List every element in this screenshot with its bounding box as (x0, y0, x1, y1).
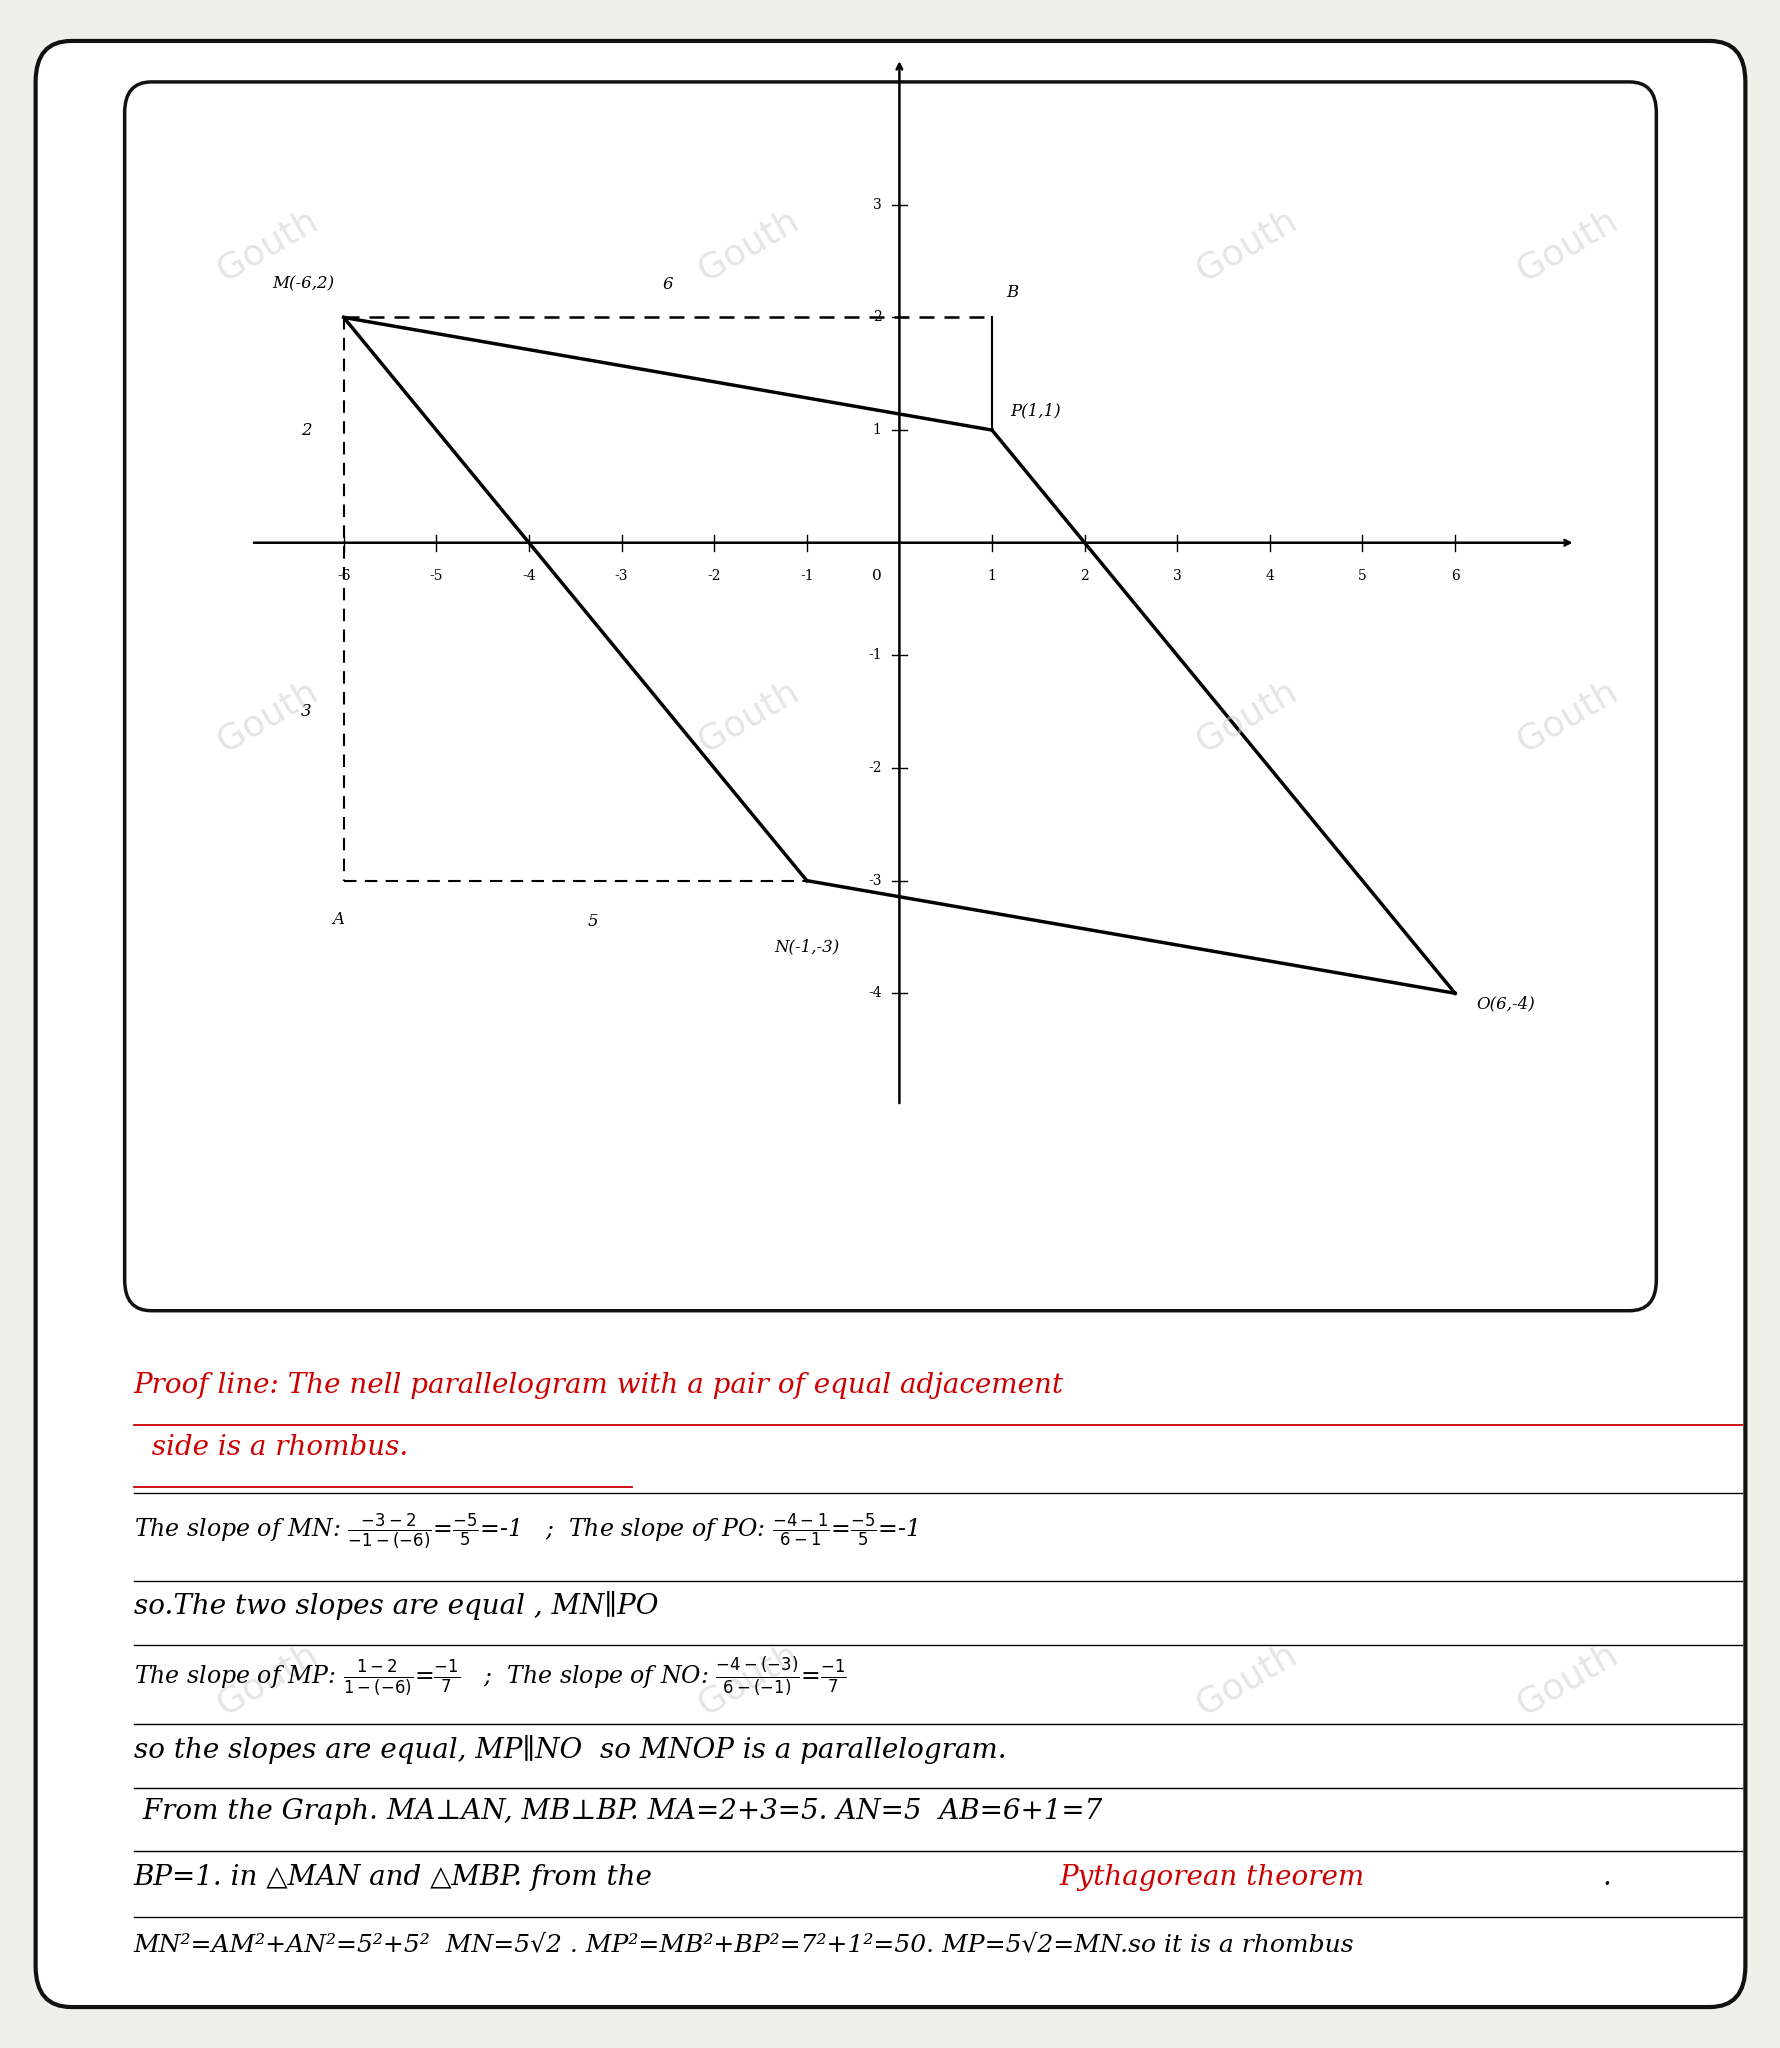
Text: 3: 3 (1173, 569, 1180, 584)
Text: -3: -3 (867, 874, 881, 887)
Text: 2: 2 (301, 422, 311, 438)
Text: Gouth: Gouth (210, 1636, 324, 1722)
Text: Proof line: The nell parallelogram with a pair of equal adjacement: Proof line: The nell parallelogram with … (134, 1372, 1063, 1399)
Text: -1: -1 (799, 569, 813, 584)
Text: -4: -4 (522, 569, 536, 584)
Text: 1: 1 (988, 569, 995, 584)
Text: 5: 5 (1358, 569, 1365, 584)
Text: Gouth: Gouth (691, 674, 805, 760)
Text: Gouth: Gouth (210, 674, 324, 760)
Text: -4: -4 (867, 987, 881, 999)
Text: Gouth: Gouth (1509, 1636, 1623, 1722)
Text: MN²=AM²+AN²=5²+5²  MN=5√2 . MP²=MB²+BP²=7²+1²=50. MP=5√2=MN.so it is a rhombus: MN²=AM²+AN²=5²+5² MN=5√2 . MP²=MB²+BP²=7… (134, 1933, 1353, 1956)
Text: 2: 2 (1080, 569, 1088, 584)
Text: 6: 6 (1451, 569, 1458, 584)
Text: Gouth: Gouth (691, 1636, 805, 1722)
Text: .: . (1602, 1864, 1611, 1890)
Text: Pythagorean theorem: Pythagorean theorem (1059, 1864, 1363, 1890)
Text: 4: 4 (1266, 569, 1273, 584)
Text: B: B (1006, 285, 1018, 301)
Text: Gouth: Gouth (1189, 674, 1303, 760)
Text: O(6,-4): O(6,-4) (1476, 995, 1534, 1012)
Text: so.The two slopes are equal , MN∥PO: so.The two slopes are equal , MN∥PO (134, 1591, 657, 1620)
Text: 2: 2 (872, 311, 881, 324)
Text: -3: -3 (614, 569, 628, 584)
Text: -6: -6 (336, 569, 351, 584)
FancyBboxPatch shape (125, 82, 1655, 1311)
Text: From the Graph. MA⊥AN, MB⊥BP. MA=2+3=5. AN=5  AB=6+1=7: From the Graph. MA⊥AN, MB⊥BP. MA=2+3=5. … (134, 1798, 1102, 1825)
Text: so the slopes are equal, MP∥NO  so MNOP is a parallelogram.: so the slopes are equal, MP∥NO so MNOP i… (134, 1735, 1006, 1763)
Text: Gouth: Gouth (210, 203, 324, 289)
Text: N(-1,-3): N(-1,-3) (774, 938, 838, 954)
Text: M(-6,2): M(-6,2) (272, 276, 335, 293)
Text: 6: 6 (662, 276, 673, 293)
Text: 0: 0 (872, 569, 881, 584)
Text: side is a rhombus.: side is a rhombus. (134, 1434, 408, 1460)
Text: BP=1. in △MAN and △MBP. from the: BP=1. in △MAN and △MBP. from the (134, 1864, 660, 1890)
Text: P(1,1): P(1,1) (1009, 403, 1059, 420)
Text: 3: 3 (301, 702, 311, 721)
Text: A: A (333, 911, 344, 928)
Text: Gouth: Gouth (1509, 203, 1623, 289)
Text: Gouth: Gouth (691, 203, 805, 289)
Text: Gouth: Gouth (1189, 203, 1303, 289)
Text: -5: -5 (429, 569, 443, 584)
Text: 5: 5 (587, 913, 598, 930)
Text: 3: 3 (872, 199, 881, 211)
Text: -2: -2 (707, 569, 721, 584)
FancyBboxPatch shape (36, 41, 1744, 2007)
Text: 1: 1 (872, 424, 881, 436)
Text: -2: -2 (867, 762, 881, 774)
Text: The slope of MN: $\frac{-3-2}{-1-(-6)}$=$\frac{-5}{5}$=-1   ;  The slope of PO: : The slope of MN: $\frac{-3-2}{-1-(-6)}$=… (134, 1511, 917, 1550)
Text: Gouth: Gouth (1509, 674, 1623, 760)
Text: The slope of MP: $\frac{1-2}{1-(-6)}$=$\frac{-1}{7}$   ;  The slope of NO: $\fra: The slope of MP: $\frac{1-2}{1-(-6)}$=$\… (134, 1655, 845, 1698)
Text: Gouth: Gouth (1189, 1636, 1303, 1722)
Text: -1: -1 (867, 649, 881, 662)
